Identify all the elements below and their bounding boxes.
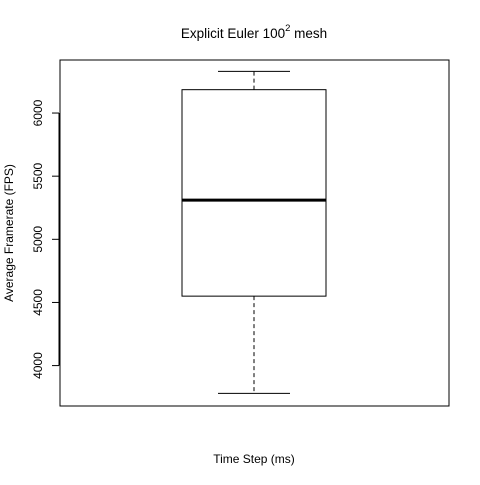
- chart-title-suffix: mesh: [290, 26, 327, 41]
- y-tick-label-5500: 5500: [31, 163, 45, 190]
- y-tick-label-5000: 5000: [31, 226, 45, 253]
- chart-title: Explicit Euler 1002 mesh: [181, 23, 327, 41]
- y-axis-label: Average Framerate (FPS): [2, 164, 16, 302]
- box-group: [182, 71, 326, 393]
- y-tick-label-4000: 4000: [31, 352, 45, 379]
- y-tick-label-4500: 4500: [31, 289, 45, 316]
- chart-title-main: Explicit Euler 100: [181, 26, 285, 41]
- x-axis-label: Time Step (ms): [213, 452, 295, 466]
- y-axis: 4000 4500 5000 5500 6000: [31, 99, 59, 379]
- y-tick-label-6000: 6000: [31, 99, 45, 126]
- interquartile-box: [182, 90, 326, 296]
